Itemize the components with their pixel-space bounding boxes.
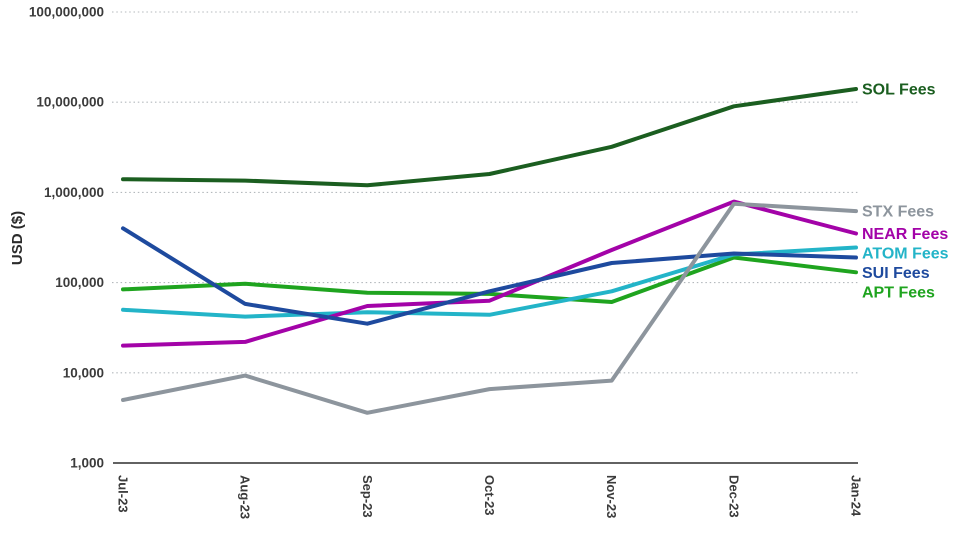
y-tick-label: 1,000,000 — [44, 185, 104, 200]
x-tick-label: Dec-23 — [726, 475, 741, 518]
y-tick-label: 100,000 — [55, 275, 104, 290]
x-tick-label: Sep-23 — [360, 475, 375, 518]
line-apt-fees — [121, 255, 858, 304]
legend-apt-fees: APT Fees — [862, 285, 935, 302]
y-tick-label: 100,000,000 — [29, 5, 104, 20]
y-tick-label: 10,000 — [63, 365, 104, 380]
line-sui-fees — [121, 226, 858, 326]
y-axis-title: USD ($) — [9, 211, 26, 265]
y-tick-label: 10,000,000 — [36, 95, 104, 110]
line-near-fees — [121, 199, 858, 348]
y-tick-label: 1,000 — [70, 456, 104, 471]
legend-near-fees: NEAR Fees — [862, 226, 948, 243]
line-stx-fees — [121, 201, 858, 415]
grid-layer: 1,000 10,000 100,000 1,000,000 10,000,000 100… — [29, 5, 864, 520]
series-layer — [121, 87, 858, 415]
x-tick-label: Oct-23 — [482, 475, 497, 515]
line-sol-fees — [121, 87, 858, 188]
x-tick-label: Nov-23 — [604, 475, 619, 518]
x-tick-label: Aug-23 — [238, 475, 253, 519]
label-layer: SOL Fees STX Fees NEAR Fees ATOM Fees SUI Fe… — [862, 82, 949, 302]
legend-sol-fees: SOL Fees — [862, 82, 936, 99]
legend-atom-fees: ATOM Fees — [862, 246, 949, 263]
x-tick-label: Jan-24 — [849, 475, 864, 517]
x-tick-label: Jul-23 — [116, 475, 131, 513]
legend-sui-fees: SUI Fees — [862, 265, 930, 282]
legend-stx-fees: STX Fees — [862, 204, 934, 221]
